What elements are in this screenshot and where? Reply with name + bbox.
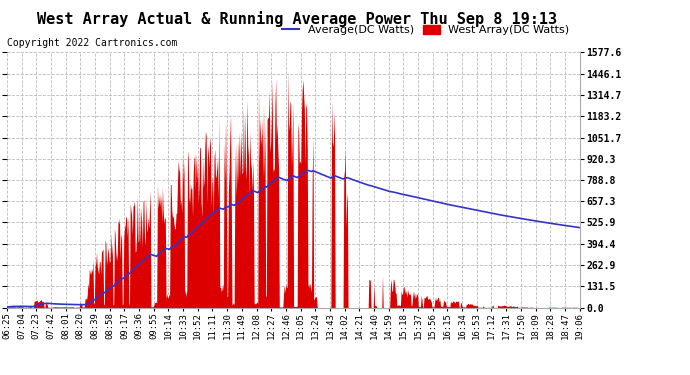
Legend: Average(DC Watts), West Array(DC Watts): Average(DC Watts), West Array(DC Watts) [278, 21, 574, 39]
Text: West Array Actual & Running Average Power Thu Sep 8 19:13: West Array Actual & Running Average Powe… [37, 11, 557, 27]
Text: Copyright 2022 Cartronics.com: Copyright 2022 Cartronics.com [7, 38, 177, 48]
